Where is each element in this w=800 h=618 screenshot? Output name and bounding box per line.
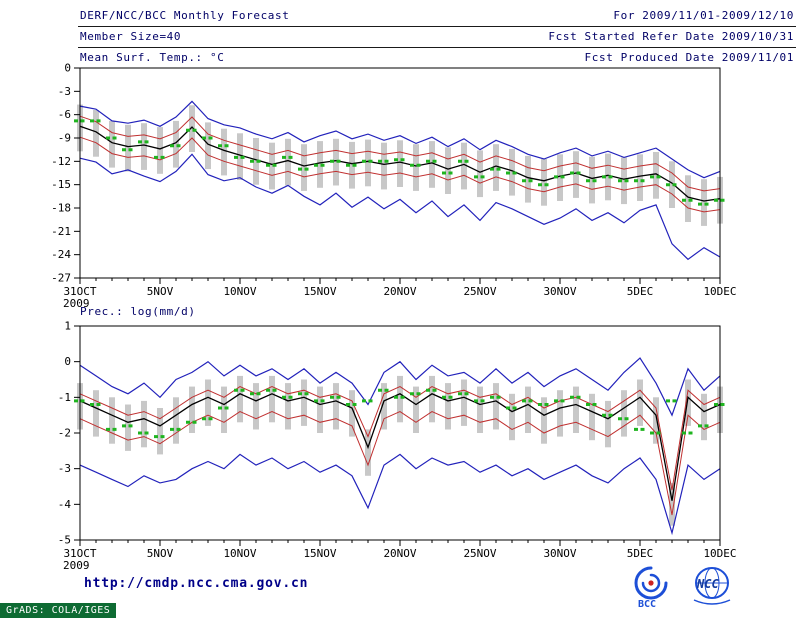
ensemble-mean-line: [79, 125, 721, 202]
x-tick-label: 5DEC: [627, 547, 654, 560]
fcst-produced-date-label: Fcst Produced Date 2009/11/01: [584, 51, 794, 64]
x-tick-label: 5NOV: [147, 285, 174, 298]
x-tick-label: 15NOV: [303, 547, 336, 560]
upper-spread-line: [79, 115, 721, 192]
y-tick-label: -3: [58, 462, 71, 475]
y-tick-label: 0: [64, 355, 71, 368]
y-tick-label: -27: [51, 272, 71, 285]
observation-dashes: [74, 119, 726, 206]
ensemble-max-line: [79, 357, 721, 417]
y-tick-label: -6: [58, 108, 71, 121]
x-tick-label: 31OCT: [63, 547, 96, 560]
y-tick-label: -2: [58, 427, 71, 440]
y-tick-label: -3: [58, 85, 71, 98]
x-tick-label: 10NOV: [223, 547, 256, 560]
ensemble-spread-bars: [77, 104, 723, 226]
ncc-logo-text: NCC: [696, 577, 719, 591]
plot-title: DERF/NCC/BCC Monthly Forecast: [80, 9, 290, 22]
x-tick-label: 10DEC: [703, 285, 736, 298]
temperature-panel-title: Mean Surf. Temp.: °C: [80, 51, 225, 64]
y-tick-label: -12: [51, 155, 71, 168]
x-tick-label: 25NOV: [463, 285, 496, 298]
bcc-logo-text: BCC: [638, 599, 656, 610]
y-tick-label: -24: [51, 248, 71, 261]
y-tick-label: -15: [51, 178, 71, 191]
x-axis-year-label: 2009: [63, 297, 90, 310]
x-tick-label: 25NOV: [463, 547, 496, 560]
ensemble-mean-line: [79, 393, 721, 501]
footer-logos: BCC NCC: [628, 564, 742, 610]
x-axis-year-label: 2009: [63, 559, 90, 572]
x-tick-label: 20NOV: [383, 285, 416, 298]
member-size-label: Member Size=40: [80, 30, 182, 43]
y-tick-label: 0: [64, 62, 71, 75]
observation-dashes: [74, 388, 726, 439]
y-tick-label: -21: [51, 225, 71, 238]
plot-header: DERF/NCC/BCC Monthly Forecast For 2009/1…: [78, 6, 796, 68]
header-row-1: DERF/NCC/BCC Monthly Forecast For 2009/1…: [78, 6, 796, 27]
x-tick-label: 30NOV: [543, 285, 576, 298]
upper-spread-line: [79, 386, 721, 491]
ncc-logo: NCC: [693, 567, 731, 605]
ensemble-max-line: [79, 100, 721, 179]
y-tick-label: -5: [58, 534, 71, 547]
y-tick-label: -1: [58, 391, 71, 404]
x-tick-label: 15NOV: [303, 285, 336, 298]
x-tick-label: 30NOV: [543, 547, 576, 560]
ensemble-min-line: [79, 453, 721, 536]
y-tick-label: -4: [58, 498, 72, 511]
precipitation-panel-title: Prec.: log(mm/d): [80, 305, 196, 318]
forecast-range-label: For 2009/11/01-2009/12/10: [613, 9, 794, 22]
header-row-2: Member Size=40 Fcst Started Refer Date 2…: [78, 27, 796, 48]
x-tick-label: 31OCT: [63, 285, 96, 298]
bcc-logo-dot-icon: [648, 580, 654, 586]
y-tick-label: 1: [64, 320, 71, 333]
x-tick-label: 20NOV: [383, 547, 416, 560]
grads-credit: GrADS: COLA/IGES: [0, 603, 117, 618]
x-tick-label: 5DEC: [627, 285, 654, 298]
y-tick-label: -9: [58, 132, 71, 145]
y-tick-label: -18: [51, 202, 71, 215]
bcc-logo: BCC: [634, 566, 668, 610]
lower-spread-line: [79, 411, 721, 516]
ensemble-min-line: [79, 153, 721, 261]
ensemble-spread-bars: [77, 375, 723, 526]
lower-spread-line: [79, 136, 721, 213]
fcst-start-date-label: Fcst Started Refer Date 2009/10/31: [548, 30, 794, 43]
x-tick-label: 10NOV: [223, 285, 256, 298]
x-tick-label: 5NOV: [147, 547, 174, 560]
x-tick-label: 10DEC: [703, 547, 736, 560]
header-row-3: Mean Surf. Temp.: °C Fcst Produced Date …: [78, 48, 796, 68]
site-url: http://cmdp.ncc.cma.gov.cn: [84, 576, 309, 591]
